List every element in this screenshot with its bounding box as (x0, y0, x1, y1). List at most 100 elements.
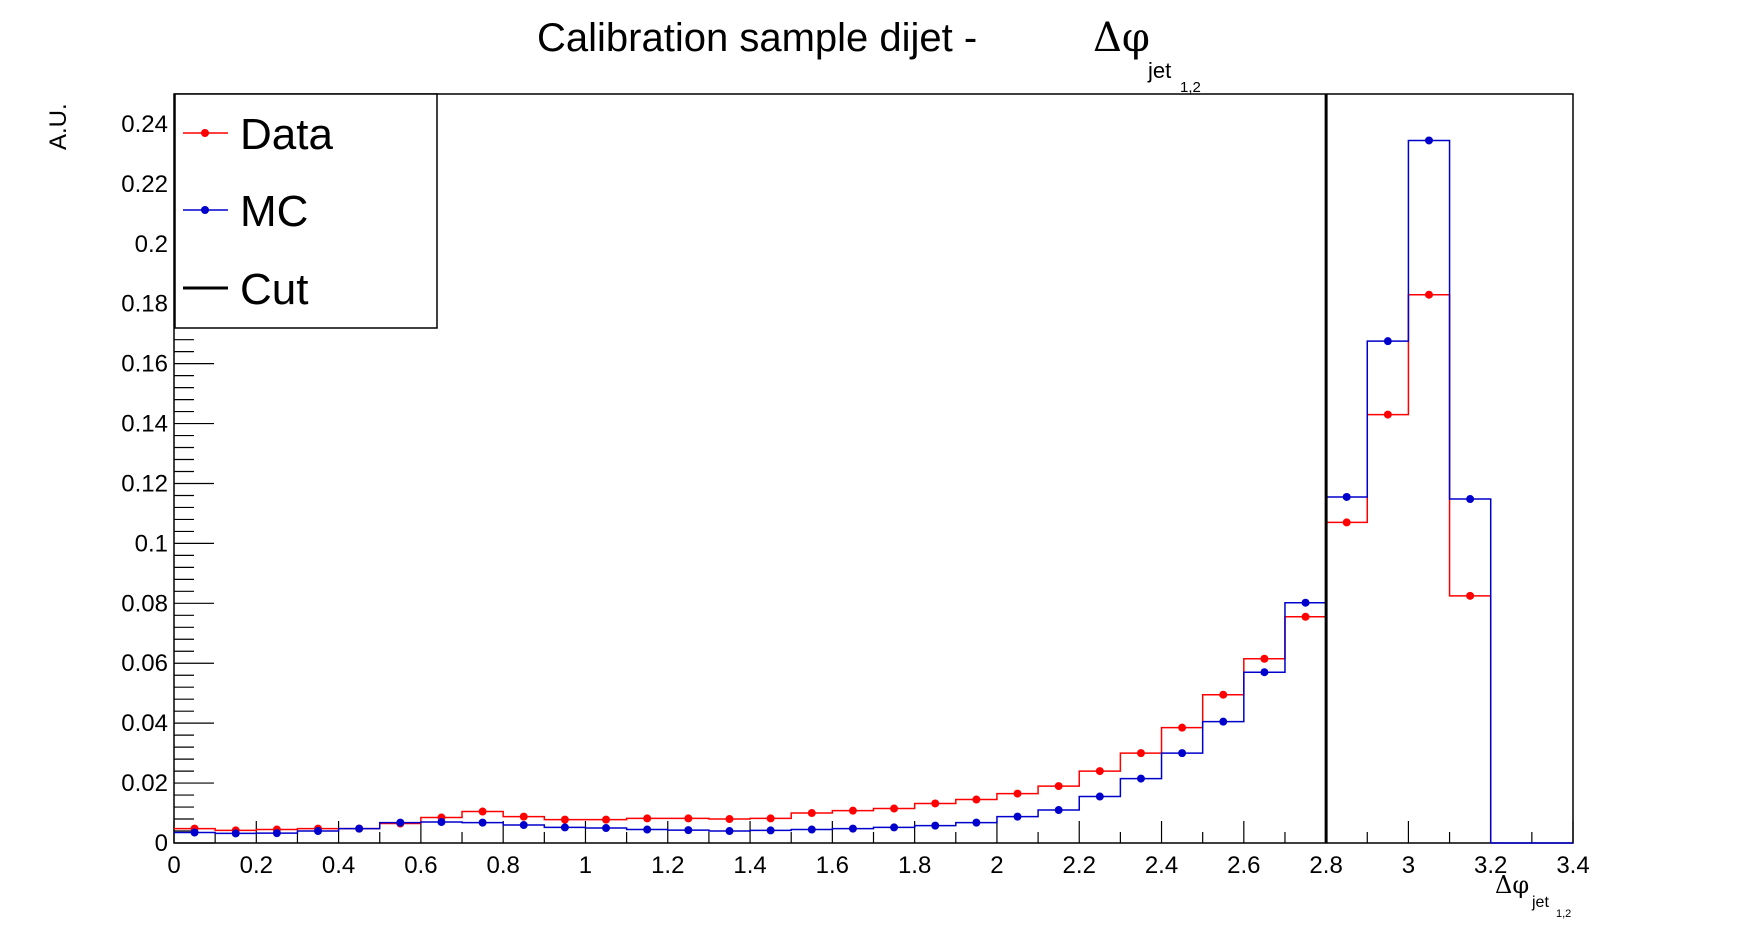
legend-entry-data: Data (183, 110, 333, 159)
series-layer (174, 136, 1573, 844)
x-tick-label: 0.6 (404, 852, 437, 879)
series-data-point (1466, 591, 1475, 600)
y-tick-label: 0.2 (135, 231, 168, 258)
legend-data-label: Data (240, 110, 333, 159)
series-mc-point (931, 821, 940, 830)
series-mc-point (848, 824, 857, 833)
x-tick-label: 1.4 (733, 852, 766, 879)
legend-mc-label: MC (240, 187, 308, 236)
series-mc-point (602, 824, 611, 833)
x-tick-label: 0.8 (486, 852, 519, 879)
series-mc-point (1136, 774, 1145, 783)
x-tick-label: 2.6 (1227, 852, 1260, 879)
series-data-point (1054, 782, 1063, 791)
series-mc-point (1178, 749, 1187, 758)
y-tick-label: 0.14 (121, 411, 168, 438)
y-tick-label: 0.1 (135, 530, 168, 557)
series-mc-point (1013, 812, 1022, 821)
x-tick-label: 1.6 (816, 852, 849, 879)
series-mc-point (1301, 598, 1310, 607)
legend-data-marker (201, 129, 209, 137)
series-mc-point (272, 829, 281, 838)
y-tick-label: 0.04 (121, 710, 168, 737)
series-mc-point (1383, 337, 1392, 346)
series-data-point (1136, 749, 1145, 758)
y-tick-label: 0.06 (121, 650, 168, 677)
x-tick-label: 2.4 (1145, 852, 1178, 879)
x-tick-label: 2.8 (1309, 852, 1342, 879)
y-axis-title: A.U. (45, 103, 72, 150)
x-tick-label: 1.2 (651, 852, 684, 879)
x-tick-label: 0.2 (240, 852, 273, 879)
series-mc-point (725, 827, 734, 836)
series-mc-point (1466, 495, 1475, 504)
x-tick-label: 0 (167, 852, 180, 879)
chart-title: Calibration sample dijet - Δφ jet 1,2 (537, 15, 1201, 96)
series-data-point (725, 815, 734, 824)
series-data-point (478, 807, 487, 816)
x-tick-label: 3.2 (1474, 852, 1507, 879)
chart-title-subsubscript: 1,2 (1180, 79, 1201, 96)
series-mc-point (355, 824, 364, 833)
series-data-point (519, 812, 528, 821)
series-mc-point (643, 825, 652, 834)
series-data-point (890, 804, 899, 813)
series-data-point (1095, 767, 1104, 776)
series-data-point (1013, 789, 1022, 798)
series-mc-point (478, 818, 487, 827)
series-data-point (1301, 612, 1310, 621)
x-tick-label: 3 (1402, 852, 1415, 879)
legend-entry-cut: Cut (183, 265, 308, 314)
series-mc-point (314, 827, 323, 836)
chart-title-subscript: jet (1147, 58, 1171, 83)
series-data-point (643, 814, 652, 823)
series-data-point (766, 814, 775, 823)
series-mc-point (1424, 136, 1433, 145)
series-mc-point (890, 823, 899, 832)
series-mc-point (1260, 668, 1269, 677)
series-mc-point (519, 821, 528, 830)
y-tick-label: 0 (155, 830, 168, 857)
chart-title-text: Calibration sample dijet - (537, 16, 977, 60)
series-mc-point (1219, 717, 1228, 726)
x-tick-label: 1.8 (898, 852, 931, 879)
series-mc-point (560, 823, 569, 832)
chart-title-symbol: Δφ (1093, 15, 1150, 61)
legend-entry-mc: MC (183, 187, 308, 236)
series-data-point (931, 799, 940, 808)
series-mc-point (231, 829, 240, 838)
y-tick-label: 0.18 (121, 291, 168, 318)
legend-mc-marker (201, 206, 209, 214)
x-tick-label: 0.4 (322, 852, 355, 879)
y-tick-label: 0.24 (121, 111, 168, 138)
x-axis-title: Δφ jet 1,2 (1495, 871, 1571, 920)
series-mc-point (1054, 806, 1063, 815)
series-data-point (1383, 410, 1392, 419)
series-data-point (1424, 290, 1433, 299)
series-mc-point (396, 818, 405, 827)
series-data-point (1342, 518, 1351, 527)
series-data-point (1219, 690, 1228, 699)
x-axis-title-subsubscript: 1,2 (1556, 908, 1571, 920)
series-mc-point (190, 828, 199, 837)
x-tick-label: 1 (579, 852, 592, 879)
series-data-point (972, 795, 981, 804)
y-tick-label: 0.22 (121, 171, 168, 198)
y-tick-label: 0.16 (121, 351, 168, 378)
series-mc-point (766, 826, 775, 835)
y-tick-label: 0.02 (121, 770, 168, 797)
series-data-point (848, 806, 857, 815)
y-tick-label: 0.08 (121, 590, 168, 617)
legend-cut-label: Cut (240, 265, 308, 314)
series-mc-point (972, 818, 981, 827)
x-tick-label: 2.2 (1063, 852, 1096, 879)
y-tick-label: 0.12 (121, 470, 168, 497)
x-axis-title-subscript: jet (1531, 894, 1549, 911)
series-mc-point (1095, 792, 1104, 801)
series-mc-point (437, 818, 446, 827)
series-data-point (1260, 654, 1269, 663)
x-axis: 0 0.2 0.4 0.6 0.8 1 1.2 1.4 1.6 1.8 2 2.2 2.4 2.6 2.8 3… (167, 821, 1590, 879)
legend: Data MC Cut (174, 93, 438, 329)
series-mc-point (1342, 492, 1351, 501)
